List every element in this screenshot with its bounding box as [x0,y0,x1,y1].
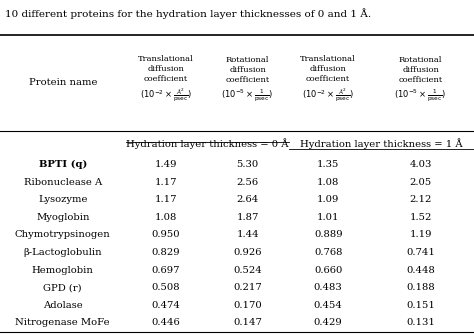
Text: 0.524: 0.524 [233,266,262,275]
Text: 4.03: 4.03 [410,160,432,169]
Text: 0.741: 0.741 [406,248,435,257]
Text: 0.147: 0.147 [233,318,262,327]
Text: 2.12: 2.12 [410,195,432,204]
Text: Hemoglobin: Hemoglobin [32,266,94,275]
Text: 10 different proteins for the hydration layer thicknesses of 0 and 1 Å.: 10 different proteins for the hydration … [5,8,371,19]
Text: 1.17: 1.17 [155,178,177,187]
Text: 1.44: 1.44 [237,230,259,240]
Text: Adolase: Adolase [43,301,82,310]
Text: 0.151: 0.151 [406,301,435,310]
Text: 0.926: 0.926 [233,248,262,257]
Text: 0.508: 0.508 [152,283,180,292]
Text: 0.483: 0.483 [314,283,343,292]
Text: 0.829: 0.829 [152,248,180,257]
Text: 0.697: 0.697 [152,266,180,275]
Text: 0.454: 0.454 [314,301,343,310]
Text: β-Lactoglobulin: β-Lactoglobulin [24,248,102,257]
Text: 0.889: 0.889 [314,230,343,240]
Text: 1.08: 1.08 [317,178,339,187]
Text: Lysozyme: Lysozyme [38,195,88,204]
Text: Hydration layer thickness = 0 Å: Hydration layer thickness = 0 Å [126,138,289,149]
Text: Protein name: Protein name [28,78,97,87]
Text: 0.217: 0.217 [233,283,262,292]
Text: Hydration layer thickness = 1 Å: Hydration layer thickness = 1 Å [300,138,463,149]
Text: Rotational
diffusion
coefficient
$(10^{-5} \times \frac{1}{\mathrm{psec}})$: Rotational diffusion coefficient $(10^{-… [221,56,274,103]
Text: Translational
diffusion
coefficient
$(10^{-2} \times \frac{\AA^2}{\mathrm{psec}}: Translational diffusion coefficient $(10… [301,55,356,104]
Text: 1.09: 1.09 [317,195,339,204]
Text: 1.52: 1.52 [410,213,432,222]
Text: 2.56: 2.56 [237,178,259,187]
Text: 0.188: 0.188 [406,283,435,292]
Text: 2.05: 2.05 [410,178,432,187]
Text: 2.64: 2.64 [237,195,259,204]
Text: Ribonuclease A: Ribonuclease A [24,178,102,187]
Text: 1.19: 1.19 [410,230,432,240]
Text: 1.01: 1.01 [317,213,339,222]
Text: 0.131: 0.131 [406,318,435,327]
Text: 1.87: 1.87 [237,213,259,222]
Text: Myoglobin: Myoglobin [36,213,90,222]
Text: 0.660: 0.660 [314,266,342,275]
Text: 0.429: 0.429 [314,318,343,327]
Text: 1.08: 1.08 [155,213,177,222]
Text: 0.170: 0.170 [233,301,262,310]
Text: 5.30: 5.30 [237,160,259,169]
Text: Nitrogenase MoFe: Nitrogenase MoFe [16,318,110,327]
Text: GPD (r): GPD (r) [44,283,82,292]
Text: 1.17: 1.17 [155,195,177,204]
Text: 0.448: 0.448 [406,266,435,275]
Text: 1.35: 1.35 [317,160,339,169]
Text: BPTI (q): BPTI (q) [38,160,87,169]
Text: Chymotrypsinogen: Chymotrypsinogen [15,230,111,240]
Text: 0.474: 0.474 [152,301,180,310]
Text: 1.49: 1.49 [155,160,177,169]
Text: Translational
diffusion
coefficient
$(10^{-2} \times \frac{\AA^2}{\mathrm{psec}}: Translational diffusion coefficient $(10… [138,55,194,104]
Text: 0.768: 0.768 [314,248,343,257]
Text: 0.950: 0.950 [152,230,180,240]
Text: Rotational
diffusion
coefficient
$(10^{-5} \times \frac{1}{\mathrm{psec}})$: Rotational diffusion coefficient $(10^{-… [394,56,447,103]
Text: 0.446: 0.446 [152,318,180,327]
